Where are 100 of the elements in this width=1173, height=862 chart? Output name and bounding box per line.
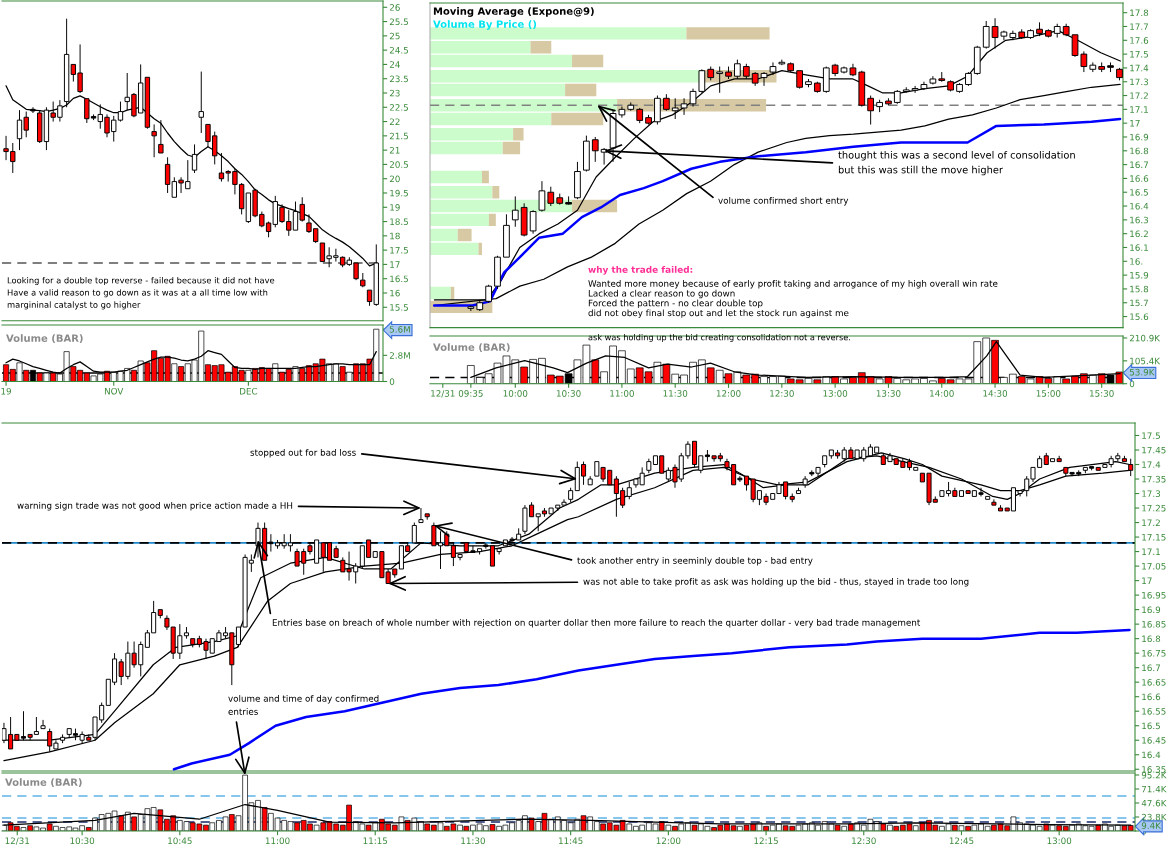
x-tick-label: 11:45 [559, 837, 583, 845]
annotation: Entries base on breach of whole number with rejection on quarter dollar then more failure to reach the quarter dollar - very bad trade management [272, 619, 921, 628]
x-tick-label: 14:00 [930, 390, 954, 397]
y-tick-label: 5.6M [389, 326, 410, 333]
bar [457, 228, 472, 242]
candlestick [538, 180, 546, 213]
y-tick-label: 16.65 [1142, 679, 1166, 686]
y-tick-label: 71.4K [1141, 785, 1167, 793]
candlestick [707, 66, 715, 81]
bar [565, 83, 597, 97]
y-tick-label: 16.5 [390, 275, 408, 283]
candlestick [795, 487, 802, 495]
annotation: warning sign trade was not good when price action made a HH [17, 502, 293, 511]
y-tick-label: 17 [390, 261, 400, 268]
candlestick [822, 455, 828, 468]
y-tick-label: 18.5 [390, 218, 408, 226]
x-tick-label: 12/31 [5, 837, 30, 845]
candlestick [742, 63, 750, 80]
y-tick-label: 24 [389, 61, 400, 68]
y-tick-label: 16.45 [1142, 737, 1166, 744]
y-tick-label: 16.8 [1142, 635, 1161, 643]
x-tick-label: NOV [104, 387, 124, 395]
y-tick-label: 17.3 [1130, 78, 1149, 86]
text: Volume By Price () [433, 20, 537, 30]
y-tick-label: 95.2K [1141, 771, 1167, 779]
annotation: ask was holding up the bid creating consolidation not a reverse. [588, 334, 851, 342]
y-tick-label: 18 [390, 232, 400, 240]
y-tick-label: 17.1 [1130, 106, 1148, 113]
y-tick-label: 23 [389, 89, 400, 97]
y-tick-label: 17.2 [1142, 519, 1160, 526]
candlestick [805, 78, 812, 88]
annotation: Wanted more money because of early profit taking and arrogance of my high overall win rate Lacked a clear reason to go down Forced the pattern - no clear double top did not obey final stop out and let the stock run against me [588, 280, 998, 318]
candlestick [626, 481, 632, 500]
y-tick-label: 2.8M [389, 352, 410, 359]
x-tick-label: 14:30 [983, 390, 1008, 397]
y-tick-label: 16.5 [1142, 722, 1160, 730]
x-tick-label: 10:30 [556, 390, 581, 397]
y-tick-label: 19 [390, 204, 400, 211]
candlestick [885, 97, 892, 106]
candlestick [565, 195, 572, 206]
y-tick-label: 26 [389, 4, 400, 11]
x-tick-label: 11:30 [663, 390, 688, 397]
x-tick-label: 11:15 [363, 837, 388, 845]
annotation: took another entry in seeminly double top - bad entry [577, 557, 813, 566]
candlestick [822, 66, 830, 94]
y-tick-label: 15.9 [1130, 271, 1149, 279]
y-tick-label: 17 [1142, 577, 1152, 584]
x-tick-label: 09:35 [458, 390, 483, 397]
y-tick-label: 17.4 [1130, 64, 1149, 72]
candlestick [191, 143, 198, 174]
x-tick-label: 10:30 [70, 837, 95, 845]
bar [492, 186, 500, 199]
y-tick-label: 17.7 [1130, 23, 1148, 30]
y-tick-label: 15.8 [1130, 285, 1149, 293]
candlestick [627, 101, 635, 112]
candlestick [663, 93, 670, 112]
candlestick [716, 66, 724, 94]
y-tick-label: 16.95 [1142, 591, 1166, 599]
bar [502, 141, 521, 155]
y-tick-label: 23.8K [1141, 813, 1167, 821]
bar [430, 170, 482, 184]
y-tick-label: 16.6 [1130, 175, 1149, 182]
candlestick [734, 59, 741, 80]
annotation: volume and time of day confirmed entries [228, 695, 379, 715]
candlestick [769, 61, 777, 76]
bar [430, 186, 493, 199]
candlestick [965, 71, 972, 87]
bar [530, 40, 552, 54]
y-tick-label: 17.8 [1130, 9, 1149, 17]
annotation: volume confirmed short entry [718, 197, 849, 206]
candlestick [547, 186, 555, 207]
y-tick-label: 0 [389, 378, 395, 385]
y-tick-label: 16.75 [1142, 649, 1166, 657]
bar [513, 128, 524, 141]
x-tick-label: 10:45 [168, 837, 192, 845]
x-tick-label: 12:30 [852, 837, 876, 845]
y-tick-label: 17.05 [1142, 562, 1166, 570]
bar [430, 128, 514, 141]
candlestick [893, 89, 901, 105]
y-tick-label: 17.45 [1142, 446, 1166, 454]
candlestick [529, 209, 537, 235]
candlestick [587, 475, 593, 486]
candlestick [158, 119, 164, 154]
x-tick-label: 13:30 [876, 390, 901, 397]
bar [686, 27, 770, 40]
y-tick-label: 16.5 [1130, 189, 1148, 196]
y-tick-label: 17.1 [1142, 548, 1160, 555]
candlestick [787, 61, 795, 73]
y-tick-label: 210.9K [1129, 334, 1161, 342]
candlestick [30, 106, 36, 114]
y-tick-label: 22 [389, 118, 400, 125]
candlestick [654, 95, 661, 126]
candlestick [902, 86, 910, 94]
y-tick-label: 15.6 [1130, 313, 1149, 320]
bar [488, 213, 496, 227]
x-tick-label: 13:00 [823, 390, 848, 397]
x-tick-label: 10:00 [503, 390, 528, 397]
y-tick-label: 21 [389, 146, 400, 154]
y-tick-label: 16.85 [1142, 620, 1166, 628]
candlestick [467, 305, 475, 312]
